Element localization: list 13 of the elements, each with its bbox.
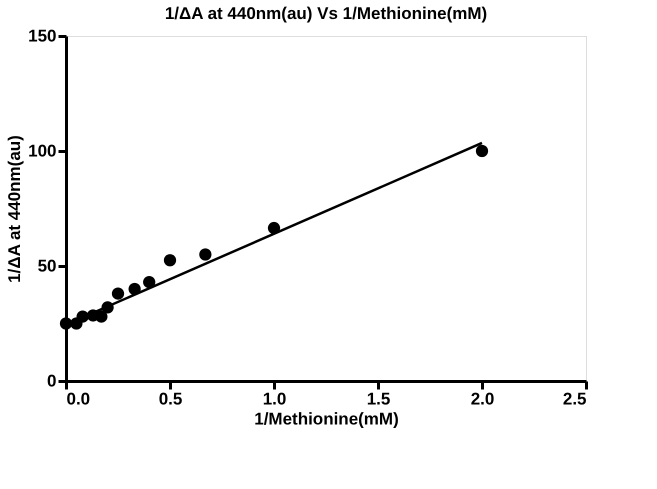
y-tick-label: 150	[28, 26, 56, 46]
y-axis-title: 1/ΔA at 440nm(au)	[5, 135, 24, 283]
x-tick-label: 0.0	[66, 390, 90, 408]
chart-title: 1/ΔA at 440nm(au) Vs 1/Methionine(mM)	[164, 4, 488, 23]
y-tick-label: 0	[47, 372, 56, 390]
x-tick-label: 1.0	[262, 390, 286, 408]
x-axis-title: 1/Methionine(mM)	[254, 410, 399, 428]
x-tick-label: 1.5	[366, 390, 390, 408]
y-tick-label: 100	[28, 142, 56, 160]
x-tick-label: 0.5	[158, 390, 182, 408]
y-tick-label: 50	[38, 256, 56, 276]
x-tick-label: 2.5	[562, 390, 586, 408]
x-tick-label: 2.0	[470, 390, 494, 408]
